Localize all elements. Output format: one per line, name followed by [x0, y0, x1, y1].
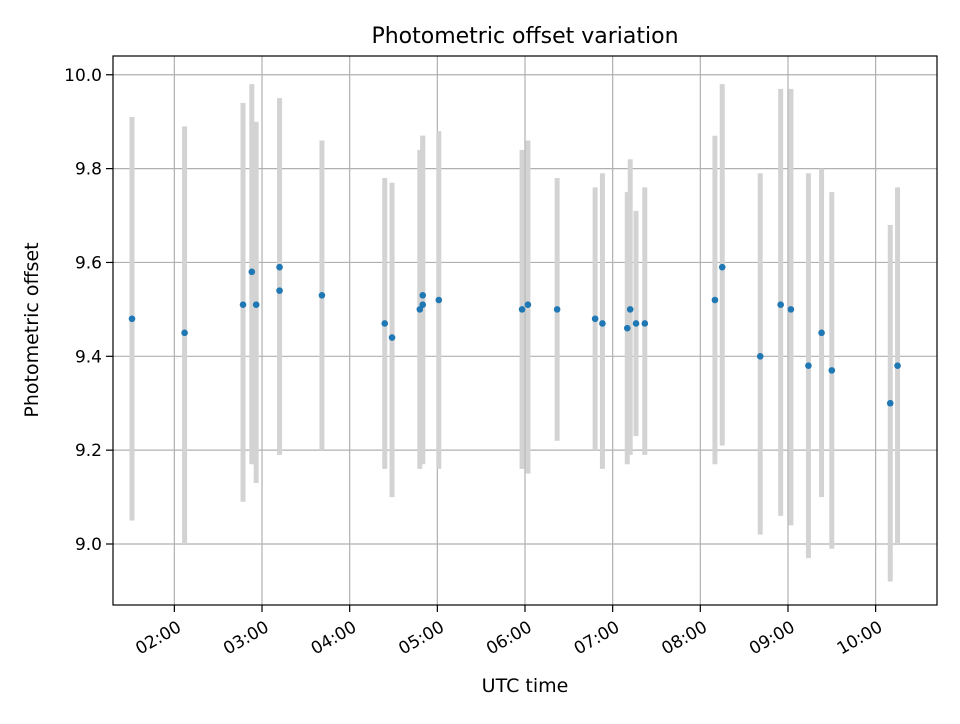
data-point	[756, 353, 764, 360]
y-tick-label: 9.6	[75, 253, 102, 273]
data-point	[128, 315, 136, 323]
data-point	[248, 268, 256, 276]
data-points	[128, 263, 901, 407]
y-tick-label: 9.2	[75, 441, 102, 461]
data-point	[626, 306, 634, 313]
data-point	[711, 296, 719, 304]
y-tick-label: 9.0	[75, 535, 102, 555]
y-axis-ticks: 9.0 9.2 9.4 9.6 9.8 10.0	[64, 66, 113, 555]
data-point	[805, 362, 812, 369]
y-tick-label: 10.0	[64, 66, 102, 86]
data-point	[641, 320, 649, 327]
y-tick-label: 9.8	[75, 160, 102, 180]
data-point	[419, 292, 427, 299]
x-axis-label: UTC time	[482, 675, 569, 697]
data-point	[181, 329, 188, 337]
data-point	[276, 287, 283, 294]
data-point	[276, 263, 283, 271]
y-tick-label: 9.4	[75, 347, 102, 367]
data-point	[599, 320, 606, 327]
data-point	[524, 301, 532, 308]
data-point	[886, 399, 894, 407]
data-point	[252, 301, 260, 308]
data-point	[435, 296, 443, 304]
data-point	[518, 306, 526, 313]
y-axis-label: Photometric offset	[21, 242, 43, 417]
data-point	[623, 324, 631, 332]
data-point	[553, 306, 561, 313]
data-point	[787, 306, 795, 313]
data-point	[388, 334, 396, 341]
data-point	[718, 263, 726, 271]
data-point	[818, 329, 825, 337]
data-point	[828, 367, 836, 374]
data-point	[318, 292, 326, 299]
data-point	[632, 320, 640, 327]
data-point	[239, 301, 247, 308]
data-point	[591, 315, 599, 323]
data-point	[777, 301, 784, 308]
chart-title: Photometric offset variation	[371, 24, 678, 49]
data-point	[381, 320, 389, 327]
data-point	[894, 362, 901, 369]
data-point	[419, 301, 427, 308]
